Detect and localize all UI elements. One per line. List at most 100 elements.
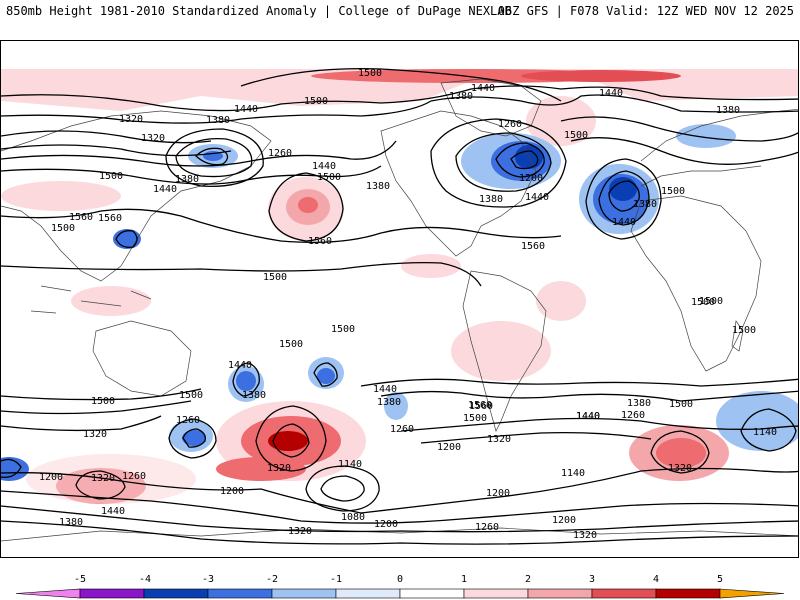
- contour-label: 1380: [449, 91, 473, 102]
- contour-label: 1380: [479, 194, 503, 205]
- contour-label: 1260: [390, 424, 414, 435]
- contour-label: 1440: [234, 104, 258, 115]
- anomaly-colorbar: -5 -4 -3 -2 -1 0 1 2 3 4 5: [0, 572, 800, 600]
- contour-1080-ring: [321, 476, 364, 501]
- colorbar-tick: 2: [525, 574, 531, 585]
- colorbar-segment: [720, 589, 784, 598]
- contour-label: 1380: [366, 181, 390, 192]
- colorbar-segment: [528, 589, 592, 598]
- anomaly-neg-north-atlantic-core: [609, 177, 637, 201]
- colorbar-tick: 5: [717, 574, 723, 585]
- contour-label: 1440: [373, 384, 397, 395]
- colorbar-segment: [208, 589, 272, 598]
- map-panel: 1500 1440 1380 1320 1440 1380 1320 1260 …: [0, 40, 799, 558]
- contour-1140-ring: [306, 466, 379, 511]
- contour-label: 1440: [525, 192, 549, 203]
- anomaly-pos-asia: [1, 181, 121, 211]
- contour-label: 1260: [621, 410, 645, 421]
- anomaly-neg-south-1-core: [236, 371, 256, 391]
- contour-label: 1560: [98, 213, 122, 224]
- contour-label: 1380: [627, 398, 651, 409]
- contour-1320-north: [1, 131, 211, 143]
- colorbar-segment: [592, 589, 656, 598]
- contour-label: 1320: [573, 530, 597, 541]
- contour-label: 1500: [358, 68, 382, 79]
- contour-label: 1440: [471, 83, 495, 94]
- contour-label: 1500: [99, 171, 123, 182]
- contour-label: 1500: [669, 399, 693, 410]
- colorbar-segment: [80, 589, 144, 598]
- contour-label: 1200: [486, 488, 510, 499]
- contour-label: 1380: [206, 115, 230, 126]
- contour-label: 1140: [753, 427, 777, 438]
- contour-label: 1500: [331, 324, 355, 335]
- contour-label: 1380: [175, 174, 199, 185]
- anomaly-shading: [1, 69, 798, 504]
- contour-label: 1260: [268, 148, 292, 159]
- contour-label: 1320: [267, 463, 291, 474]
- contour-label: 1440: [576, 411, 600, 422]
- colorbar-segment: [400, 589, 464, 598]
- contour-label: 1380: [716, 105, 740, 116]
- anomaly-pos-pacific-center: [298, 197, 318, 213]
- anomaly-neg-southeast: [716, 391, 798, 451]
- contour-label: 1260: [176, 415, 200, 426]
- colorbar-tick: 3: [589, 574, 595, 585]
- contour-label: 1260: [122, 471, 146, 482]
- contour-1320-south: [1, 416, 161, 430]
- contour-label: 1440: [612, 217, 636, 228]
- contour-label: 1500: [732, 325, 756, 336]
- africa-coast: [631, 196, 761, 371]
- colorbar-tick: -1: [330, 574, 342, 585]
- contour-label: 1380: [377, 397, 401, 408]
- anomaly-pos-south-pacific-core: [268, 431, 308, 451]
- contour-label: 1440: [101, 506, 125, 517]
- contour-label: 1440: [312, 161, 336, 172]
- colorbar-ticks: -5 -4 -3 -2 -1 0 1 2 3 4 5: [74, 574, 723, 585]
- colorbar-segment: [272, 589, 336, 598]
- contour-label: 1500: [91, 396, 115, 407]
- colorbar-segment: [16, 589, 80, 598]
- contour-label: 1320: [668, 463, 692, 474]
- contour-label: 1320: [141, 133, 165, 144]
- anomaly-map: 1500 1440 1380 1320 1440 1380 1320 1260 …: [1, 41, 798, 557]
- anomaly-pos-south-band: [216, 457, 306, 481]
- contour-label: 1200: [39, 472, 63, 483]
- contour-label: 1140: [338, 459, 362, 470]
- europe-coast: [641, 109, 798, 186]
- contour-label: 1500: [279, 339, 303, 350]
- colorbar-segment: [336, 589, 400, 598]
- contour-label: 1440: [599, 88, 623, 99]
- australia-coast: [93, 321, 191, 396]
- contour-1440-atlantic-south: [361, 379, 798, 386]
- colorbar-tick: -5: [74, 574, 86, 585]
- contour-label: 1080: [341, 512, 365, 523]
- contour-label: 1320: [83, 429, 107, 440]
- contour-label: 1380: [59, 517, 83, 528]
- contour-label: 1500: [179, 390, 203, 401]
- contour-label: 1200: [519, 173, 543, 184]
- anomaly-neg-scandinavia: [676, 124, 736, 148]
- contour-label: 1380: [242, 390, 266, 401]
- contour-label: 1500: [304, 96, 328, 107]
- colorbar-tick: -3: [202, 574, 214, 585]
- contour-label: 1440: [228, 360, 252, 371]
- colorbar-segment: [144, 589, 208, 598]
- contour-label: 1500: [51, 223, 75, 234]
- colorbar-tick: -2: [266, 574, 278, 585]
- contour-label: 1380: [633, 199, 657, 210]
- model-run-info: 06Z GFS | F078 Valid: 12Z WED NOV 12 202…: [498, 4, 794, 18]
- contour-label: 1200: [374, 519, 398, 530]
- contour-label: 1320: [119, 114, 143, 125]
- contour-label: 1200: [437, 442, 461, 453]
- contour-label: 1500: [564, 130, 588, 141]
- contour-label: 1320: [288, 526, 312, 537]
- contour-label: 1560: [468, 400, 492, 411]
- contour-label: 1560: [69, 212, 93, 223]
- contour-label: 1440: [153, 184, 177, 195]
- anomaly-pos-tropics-3: [536, 281, 586, 321]
- contour-label: 1500: [699, 296, 723, 307]
- contour-label: 1140: [561, 468, 585, 479]
- colorbar-segment: [656, 589, 720, 598]
- contour-label: 1260: [475, 522, 499, 533]
